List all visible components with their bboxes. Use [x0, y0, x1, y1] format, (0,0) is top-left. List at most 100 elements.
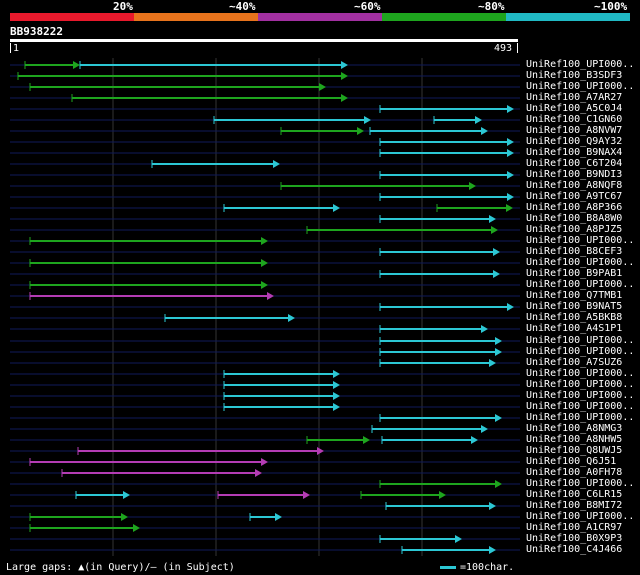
hit-label[interactable]: UniRef100_UPI000..: [526, 379, 635, 390]
hit-label[interactable]: UniRef100_A8P366: [526, 202, 623, 213]
hit-label[interactable]: UniRef100_A8NHW5: [526, 434, 623, 445]
hit-label[interactable]: UniRef100_UPI000..: [526, 401, 635, 412]
hit-arrowhead: [341, 94, 348, 102]
hit-arrowhead: [507, 138, 514, 146]
hit-arrowhead: [357, 127, 364, 135]
hit-arrowhead: [341, 72, 348, 80]
hit-label[interactable]: UniRef100_UPI000..: [526, 390, 635, 401]
scale-legend-bar: [440, 566, 456, 569]
hit-label[interactable]: UniRef100_A0FH78: [526, 467, 623, 478]
hit-label[interactable]: UniRef100_C6T204: [526, 158, 623, 169]
hit-label[interactable]: UniRef100_C1GN60: [526, 114, 623, 125]
pct-label-20: 20%: [113, 0, 133, 13]
hit-arrowhead: [133, 524, 140, 532]
pct-label-100: ~100%: [594, 0, 628, 13]
hit-label[interactable]: UniRef100_A8NQF8: [526, 180, 623, 191]
hit-label[interactable]: UniRef100_UPI000..: [526, 368, 635, 379]
pct-label-60: ~60%: [354, 0, 381, 13]
hit-arrowhead: [489, 359, 496, 367]
scale-legend-label: =100char.: [460, 562, 515, 573]
hit-label[interactable]: UniRef100_B3SDF3: [526, 70, 623, 81]
hit-arrowhead: [491, 226, 498, 234]
hit-label[interactable]: UniRef100_B9NAX4: [526, 147, 623, 158]
hit-label[interactable]: UniRef100_A8NMG3: [526, 423, 623, 434]
hit-label[interactable]: UniRef100_B9PAB1: [526, 268, 623, 279]
band-60: [258, 13, 382, 21]
hit-arrowhead: [364, 116, 371, 124]
hit-arrowhead: [73, 61, 80, 69]
hit-arrowhead: [507, 105, 514, 113]
hit-arrowhead: [261, 458, 268, 466]
query-start: 1: [13, 43, 20, 54]
hit-arrowhead: [341, 61, 348, 69]
hit-arrowhead: [333, 370, 340, 378]
hit-label[interactable]: UniRef100_A4S1P1: [526, 323, 623, 334]
hit-label[interactable]: UniRef100_A5BKB8: [526, 312, 623, 323]
hit-label[interactable]: UniRef100_UPI000..: [526, 81, 635, 92]
hit-label[interactable]: UniRef100_UPI000..: [526, 59, 635, 70]
hit-arrowhead: [507, 149, 514, 157]
hit-label[interactable]: UniRef100_Q6J51: [526, 456, 617, 467]
hit-arrowhead: [481, 325, 488, 333]
hit-label[interactable]: UniRef100_B9NDI3: [526, 169, 623, 180]
hit-arrowhead: [481, 425, 488, 433]
hit-label[interactable]: UniRef100_A7SUZ6: [526, 357, 623, 368]
hit-label[interactable]: UniRef100_Q8UWJ5: [526, 445, 623, 456]
query-end-tick: [517, 43, 518, 53]
hit-arrowhead: [469, 182, 476, 190]
hit-label[interactable]: UniRef100_A8NVW7: [526, 125, 623, 136]
hit-arrowhead: [495, 348, 502, 356]
hit-arrowhead: [255, 469, 262, 477]
hit-label[interactable]: UniRef100_UPI000..: [526, 279, 635, 290]
hit-label[interactable]: UniRef100_UPI000..: [526, 257, 635, 268]
hit-label[interactable]: UniRef100_B0X9P3: [526, 533, 623, 544]
hit-label[interactable]: UniRef100_B8MI72: [526, 500, 623, 511]
hit-label[interactable]: UniRef100_C4J466: [526, 544, 623, 555]
query-end: 493: [494, 43, 513, 54]
pct-label-40: ~40%: [229, 0, 256, 13]
hit-arrowhead: [493, 270, 500, 278]
hit-label[interactable]: UniRef100_B8CEF3: [526, 246, 623, 257]
hit-arrowhead: [319, 83, 326, 91]
pct-label-80: ~80%: [478, 0, 505, 13]
hit-arrowhead: [495, 480, 502, 488]
hit-label[interactable]: UniRef100_A5C0J4: [526, 103, 623, 114]
hit-label[interactable]: UniRef100_Q9AY32: [526, 136, 623, 147]
hit-arrowhead: [261, 237, 268, 245]
band-20: [10, 13, 134, 21]
hit-arrowhead: [495, 337, 502, 345]
band-80: [382, 13, 506, 21]
hit-arrowhead: [333, 381, 340, 389]
query-start-tick: [10, 43, 11, 53]
hit-label[interactable]: UniRef100_B9NAT5: [526, 301, 623, 312]
hit-label[interactable]: UniRef100_UPI000..: [526, 412, 635, 423]
hit-arrowhead: [317, 447, 324, 455]
hit-arrowhead: [471, 436, 478, 444]
hit-label[interactable]: UniRef100_UPI000..: [526, 511, 635, 522]
query-bar: [10, 39, 518, 42]
hit-arrowhead: [455, 535, 462, 543]
hit-arrowhead: [333, 392, 340, 400]
hit-arrowhead: [481, 127, 488, 135]
hit-label[interactable]: UniRef100_A8PJZ5: [526, 224, 623, 235]
hit-label[interactable]: UniRef100_A9TC67: [526, 191, 623, 202]
hit-arrowhead: [507, 193, 514, 201]
hit-arrowhead: [475, 116, 482, 124]
gaps-legend: Large gaps: ▲(in Query)/– (in Subject): [6, 562, 235, 573]
hit-label[interactable]: UniRef100_B8A8W0: [526, 213, 623, 224]
hit-label[interactable]: UniRef100_A1CR97: [526, 522, 623, 533]
hit-arrowhead: [489, 502, 496, 510]
hit-arrowhead: [363, 436, 370, 444]
hit-label[interactable]: UniRef100_UPI000..: [526, 346, 635, 357]
hit-label[interactable]: UniRef100_UPI000..: [526, 478, 635, 489]
hit-label[interactable]: UniRef100_C6LR15: [526, 489, 623, 500]
hit-arrowhead: [489, 215, 496, 223]
hit-label[interactable]: UniRef100_A7AR27: [526, 92, 623, 103]
hit-label[interactable]: UniRef100_UPI000..: [526, 235, 635, 246]
hit-arrowhead: [493, 248, 500, 256]
hit-label[interactable]: UniRef100_Q7TMB1: [526, 290, 623, 301]
hit-label[interactable]: UniRef100_UPI000..: [526, 335, 635, 346]
hit-arrowhead: [275, 513, 282, 521]
hit-arrowhead: [507, 303, 514, 311]
